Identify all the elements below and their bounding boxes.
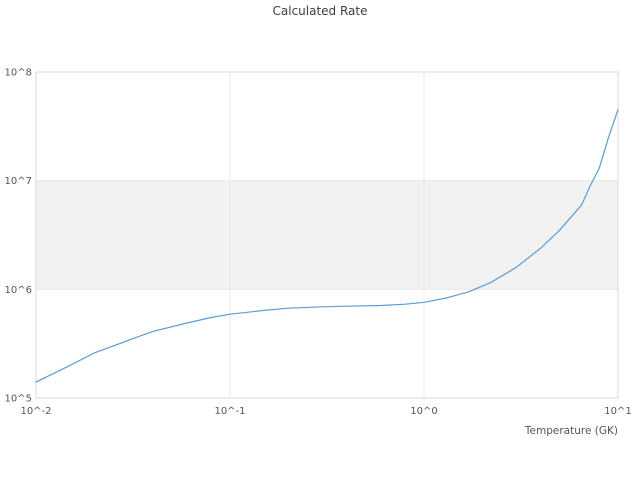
y-tick-label: 10^8 bbox=[5, 68, 32, 79]
x-tick-label: 10^0 bbox=[410, 406, 437, 417]
x-axis-label: Temperature (GK) bbox=[524, 425, 618, 437]
chart-title: Calculated Rate bbox=[272, 4, 368, 18]
x-tick-label: 10^-2 bbox=[20, 406, 51, 417]
highlight-band bbox=[36, 180, 618, 290]
y-tick-label: 10^6 bbox=[5, 285, 32, 296]
y-tick-label: 10^7 bbox=[5, 176, 32, 187]
rate-curve bbox=[35, 109, 619, 383]
x-tick-label: 10^1 bbox=[604, 406, 631, 417]
x-tick-label: 10^-1 bbox=[214, 406, 245, 417]
y-tick-label: 10^5 bbox=[5, 394, 32, 405]
plot-border bbox=[35, 71, 619, 399]
